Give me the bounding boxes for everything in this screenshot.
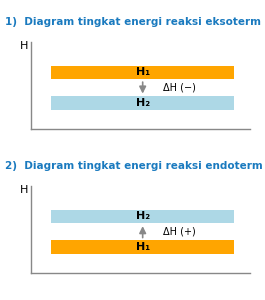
Text: ΔH (+): ΔH (+): [163, 227, 196, 237]
Text: ΔH (−): ΔH (−): [163, 83, 196, 93]
FancyBboxPatch shape: [51, 66, 234, 79]
Text: H₂: H₂: [136, 212, 150, 221]
Text: H: H: [20, 184, 28, 195]
FancyBboxPatch shape: [51, 96, 234, 110]
FancyBboxPatch shape: [51, 240, 234, 254]
Text: 1)  Diagram tingkat energi reaksi eksoterm: 1) Diagram tingkat energi reaksi eksoter…: [5, 17, 261, 27]
Text: H: H: [20, 40, 28, 51]
Text: 2)  Diagram tingkat energi reaksi endoterm: 2) Diagram tingkat energi reaksi endoter…: [5, 161, 263, 171]
Text: H₁: H₁: [136, 68, 150, 77]
FancyBboxPatch shape: [51, 210, 234, 223]
Text: H₂: H₂: [136, 98, 150, 108]
Text: H₁: H₁: [136, 242, 150, 252]
